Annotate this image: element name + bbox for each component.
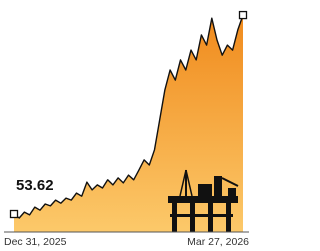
- start-value-label: 53.62: [16, 177, 54, 194]
- end-marker: [11, 211, 18, 218]
- page: {"chart_data": {"type": "area", "categor…: [0, 0, 253, 251]
- x-tick-label: Dec 31, 2025: [4, 236, 67, 248]
- chart: 53.62 Dec 31, 2025 Mar 27, 2026: [0, 0, 253, 251]
- x-tick-label: Mar 27, 2026: [187, 236, 249, 248]
- end-marker: [240, 12, 247, 19]
